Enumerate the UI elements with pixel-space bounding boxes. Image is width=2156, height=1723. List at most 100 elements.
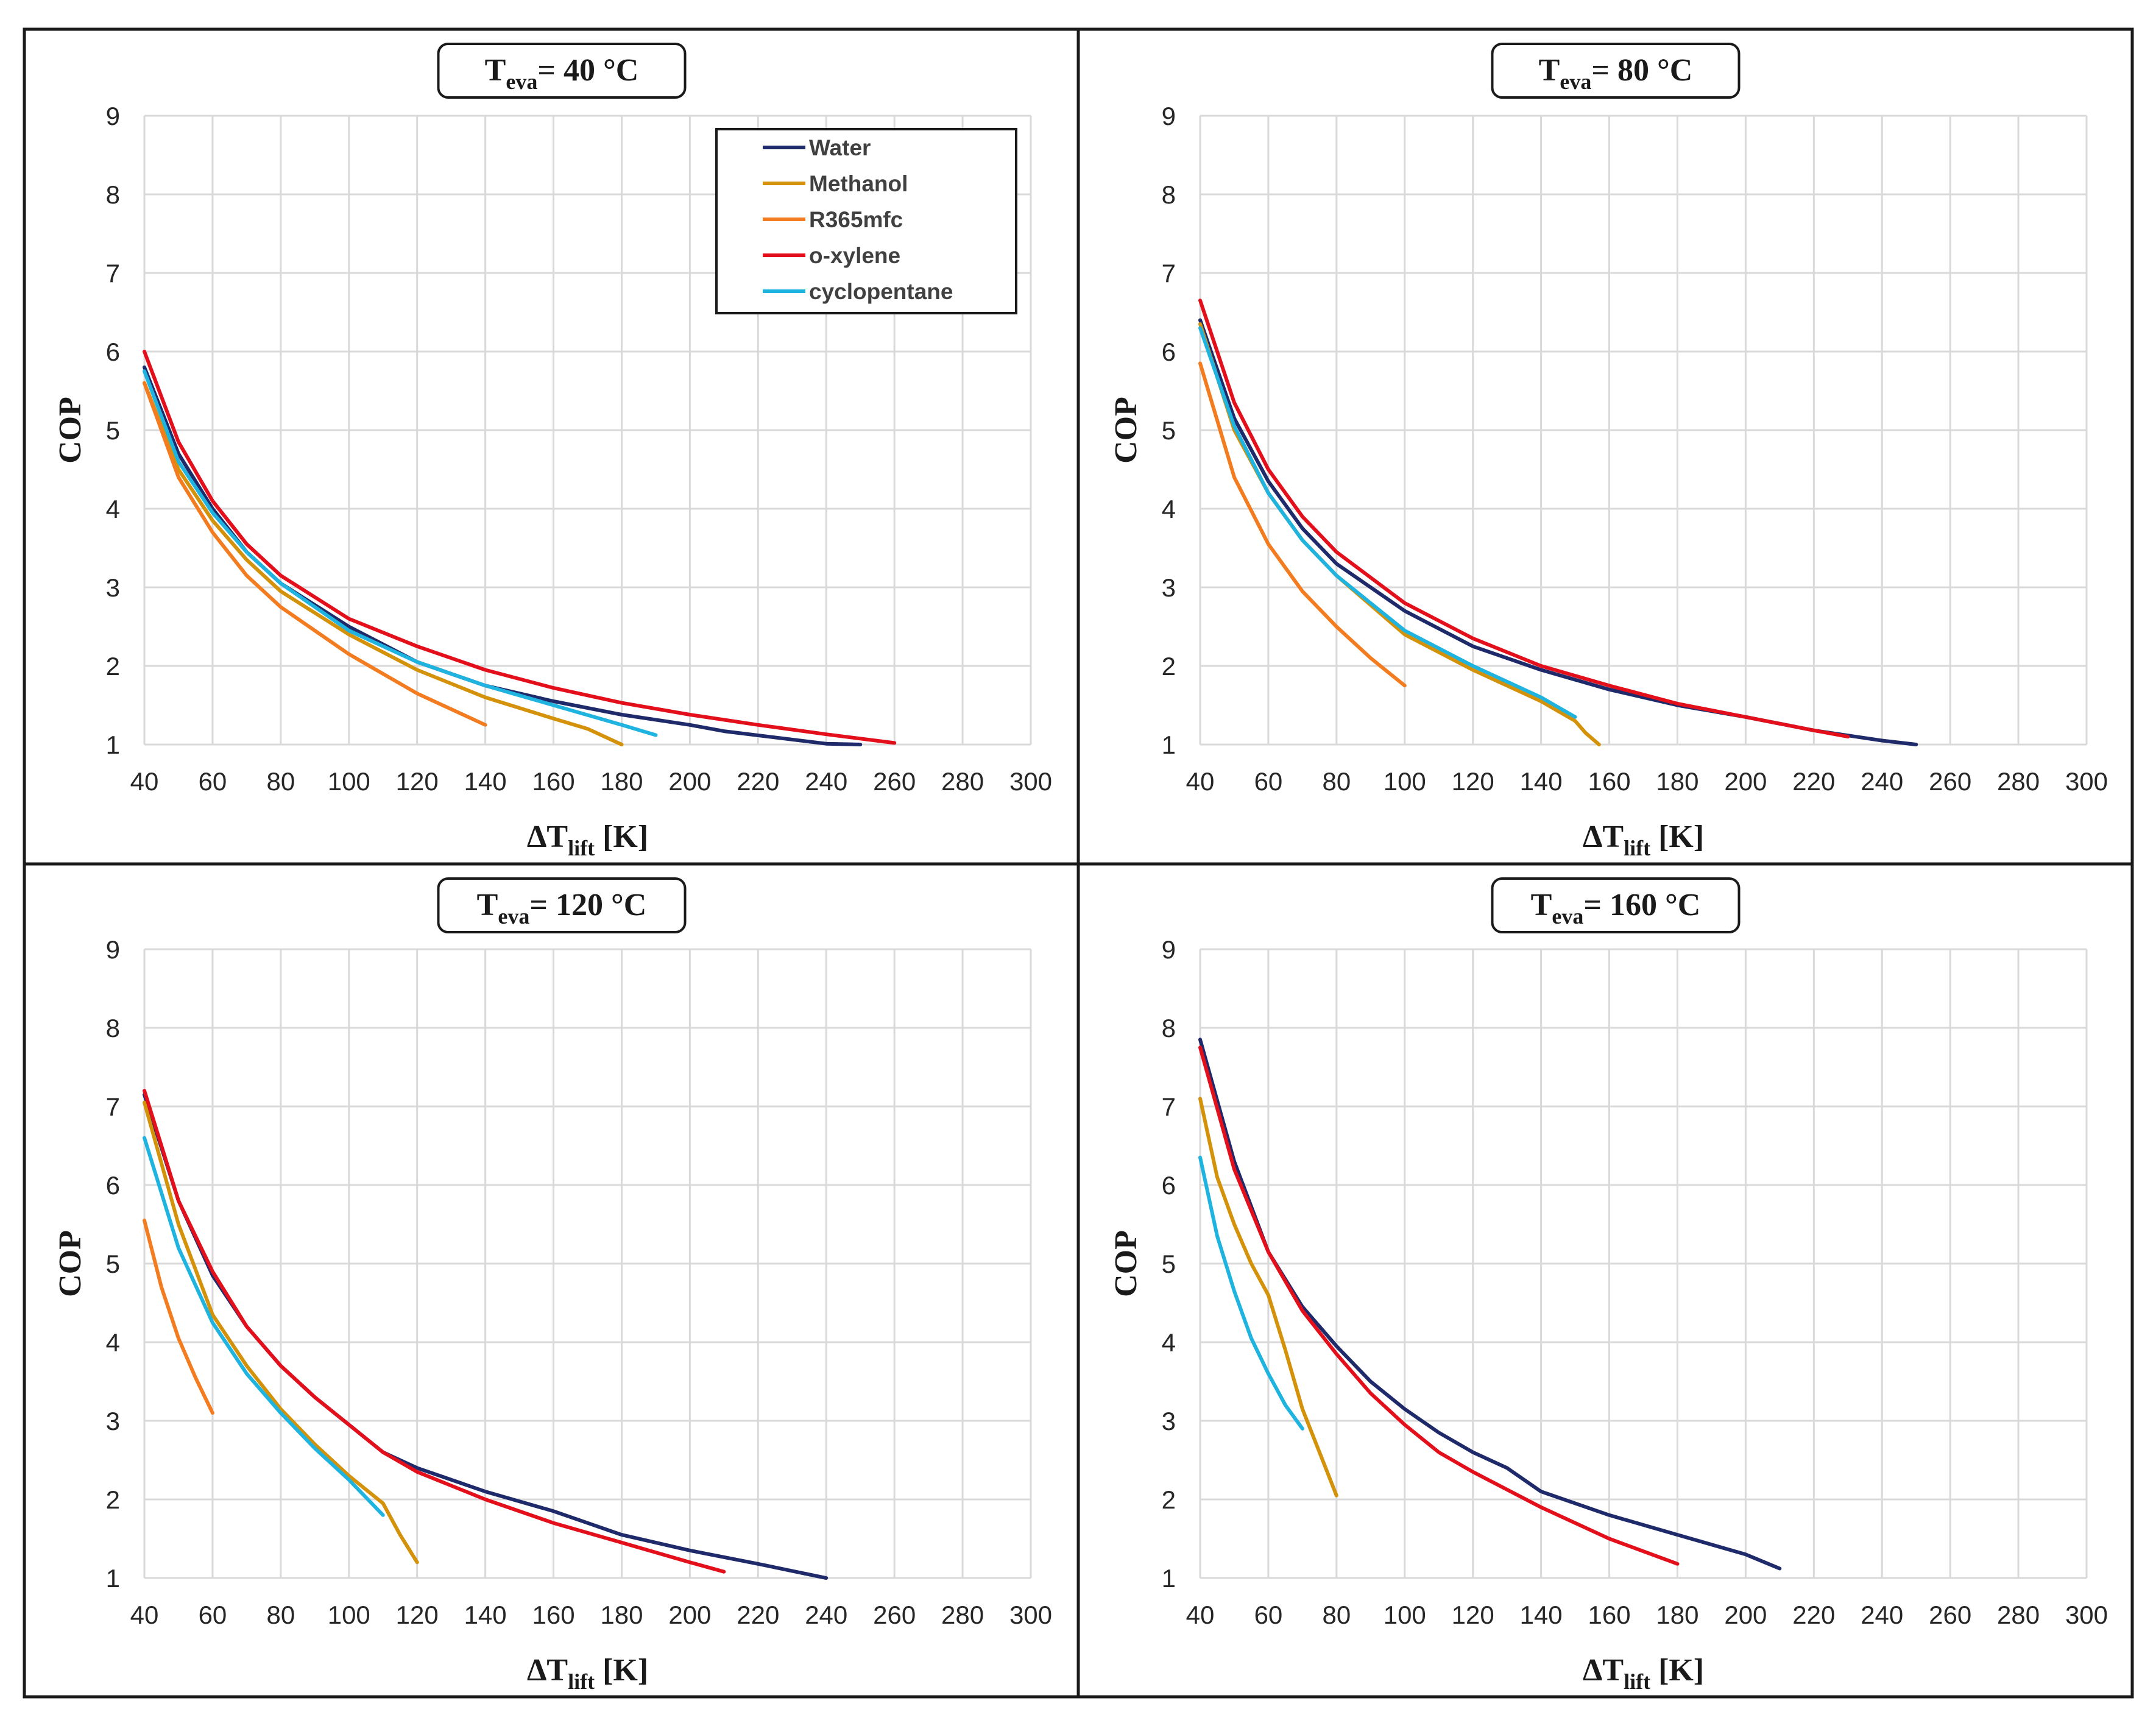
series-line-water bbox=[1198, 318, 1918, 746]
chart-panel-2: 40 60 80 100 120 140 160 180 200 220 240 260 280 300 1… bbox=[1076, 27, 2134, 866]
y-tick-label: 7 bbox=[1162, 1092, 1176, 1121]
x-tick-label: 60 bbox=[1254, 767, 1283, 796]
chart-title-box bbox=[437, 877, 687, 933]
chart-title-main: T bbox=[1539, 53, 1560, 88]
chart-panel-1: 40 60 80 100 120 140 160 180 200 220 240 260 280 300 1… bbox=[23, 27, 1080, 866]
x-tick-label: 140 bbox=[464, 1601, 507, 1629]
x-tick-label: 40 bbox=[1186, 1601, 1215, 1629]
x-axis-title-main: ΔT bbox=[527, 1653, 568, 1688]
y-axis-title: COP bbox=[1109, 1230, 1143, 1297]
y-tick-label: 5 bbox=[1162, 1250, 1176, 1278]
x-tick-label: 180 bbox=[600, 767, 643, 796]
x-axis-title-main: ΔT bbox=[1583, 819, 1624, 854]
chart-title-rest: = 40 °C bbox=[537, 53, 638, 88]
series-line-cyclopentane bbox=[1198, 1155, 1304, 1431]
y-axis-title: COP bbox=[53, 1230, 88, 1297]
chart-title-box bbox=[1491, 43, 1741, 99]
y-tick-label: 9 bbox=[106, 935, 120, 964]
x-tick-label: 280 bbox=[1997, 1601, 2040, 1629]
x-tick-label: 160 bbox=[1588, 1601, 1630, 1629]
y-tick-label: 3 bbox=[1162, 1407, 1176, 1435]
x-tick-label: 100 bbox=[1384, 767, 1426, 796]
x-tick-label: 220 bbox=[737, 1601, 779, 1629]
x-tick-label: 80 bbox=[266, 1601, 295, 1629]
x-tick-label: 240 bbox=[805, 767, 847, 796]
chart-title-main: T bbox=[485, 53, 506, 88]
y-tick-label: 2 bbox=[106, 652, 120, 681]
x-tick-label: 120 bbox=[396, 767, 439, 796]
x-tick-label: 80 bbox=[1322, 767, 1351, 796]
y-tick-label: 4 bbox=[1162, 495, 1176, 523]
chart-title-main: T bbox=[1531, 888, 1552, 922]
y-tick-label: 8 bbox=[106, 1014, 120, 1042]
x-axis-title-main: ΔT bbox=[527, 819, 568, 854]
x-axis-title-subscript: lift bbox=[568, 836, 595, 860]
chart-title-box bbox=[1491, 877, 1741, 933]
x-tick-label: 240 bbox=[805, 1601, 847, 1629]
y-tick-label: 3 bbox=[106, 573, 120, 602]
legend-label-methanol: Methanol bbox=[809, 171, 908, 196]
x-tick-label: 240 bbox=[1861, 767, 1903, 796]
x-axis-title: ΔTlift [K] bbox=[527, 819, 648, 860]
series-line-methanol bbox=[143, 1100, 419, 1565]
x-tick-label: 200 bbox=[668, 1601, 711, 1629]
chart-panel-3: 40 60 80 100 120 140 160 180 200 220 240 260 280 300 1… bbox=[23, 862, 1080, 1699]
x-tick-label: 140 bbox=[464, 767, 507, 796]
series-line-r365mfc bbox=[143, 381, 487, 727]
series-line-o-xylene bbox=[1198, 299, 1850, 739]
x-tick-label: 160 bbox=[532, 1601, 574, 1629]
x-tick-label: 240 bbox=[1861, 1601, 1903, 1629]
legend-label-cyclopentane: cyclopentane bbox=[809, 279, 953, 304]
x-tick-label: 220 bbox=[1792, 767, 1835, 796]
x-tick-label: 40 bbox=[1186, 767, 1215, 796]
series-line-o-xylene bbox=[143, 350, 897, 745]
x-axis-title-subscript: lift bbox=[568, 1669, 595, 1694]
x-tick-label: 100 bbox=[328, 1601, 370, 1629]
chart-title-subscript: eva bbox=[506, 69, 537, 94]
y-tick-label: 1 bbox=[1162, 1564, 1176, 1593]
chart-title-box bbox=[437, 43, 687, 99]
y-tick-label: 8 bbox=[106, 180, 120, 209]
series-line-o-xylene bbox=[1198, 1045, 1680, 1566]
y-axis-title: COP bbox=[1109, 397, 1143, 464]
y-tick-label: 8 bbox=[1162, 180, 1176, 209]
series-line-o-xylene bbox=[143, 1089, 726, 1574]
series-line-cyclopentane bbox=[143, 369, 658, 737]
x-tick-label: 280 bbox=[1997, 767, 2040, 796]
y-tick-label: 6 bbox=[106, 1171, 120, 1200]
chart-title: Teva= 160 °C bbox=[1531, 888, 1701, 929]
legend-label-o-xylene: o-xylene bbox=[809, 243, 900, 268]
y-tick-label: 3 bbox=[1162, 573, 1176, 602]
x-tick-label: 260 bbox=[1929, 1601, 1971, 1629]
x-axis-title-unit: [K] bbox=[1650, 819, 1704, 854]
x-tick-label: 160 bbox=[532, 767, 574, 796]
series-line-cyclopentane bbox=[1198, 326, 1577, 719]
chart-title-subscript: eva bbox=[498, 904, 529, 929]
chart-title: Teva= 80 °C bbox=[1539, 53, 1693, 94]
x-axis-title-unit: [K] bbox=[595, 819, 648, 854]
x-tick-label: 80 bbox=[266, 767, 295, 796]
x-axis-title: ΔTlift [K] bbox=[527, 1653, 648, 1694]
x-tick-label: 140 bbox=[1520, 1601, 1563, 1629]
x-tick-label: 120 bbox=[396, 1601, 439, 1629]
x-tick-label: 60 bbox=[1254, 1601, 1283, 1629]
y-tick-label: 5 bbox=[106, 416, 120, 445]
y-tick-label: 4 bbox=[106, 495, 120, 523]
panel-border bbox=[1076, 27, 2134, 866]
y-tick-label: 5 bbox=[106, 1250, 120, 1278]
x-axis-title-unit: [K] bbox=[1650, 1653, 1704, 1688]
chart-title-subscript: eva bbox=[1560, 69, 1591, 94]
x-tick-label: 300 bbox=[2065, 767, 2108, 796]
series-line-water bbox=[1198, 1038, 1782, 1571]
x-tick-label: 200 bbox=[668, 767, 711, 796]
x-tick-label: 220 bbox=[1792, 1601, 1835, 1629]
panel-border bbox=[1076, 862, 2134, 1699]
y-tick-label: 6 bbox=[1162, 1171, 1176, 1200]
x-tick-label: 220 bbox=[737, 767, 779, 796]
x-tick-label: 80 bbox=[1322, 1601, 1351, 1629]
y-tick-label: 9 bbox=[1162, 102, 1176, 130]
chart-title-rest: = 80 °C bbox=[1591, 53, 1692, 88]
y-tick-label: 4 bbox=[1162, 1328, 1176, 1357]
legend-label-water: Water bbox=[809, 135, 871, 160]
series-line-r365mfc bbox=[1198, 361, 1407, 688]
